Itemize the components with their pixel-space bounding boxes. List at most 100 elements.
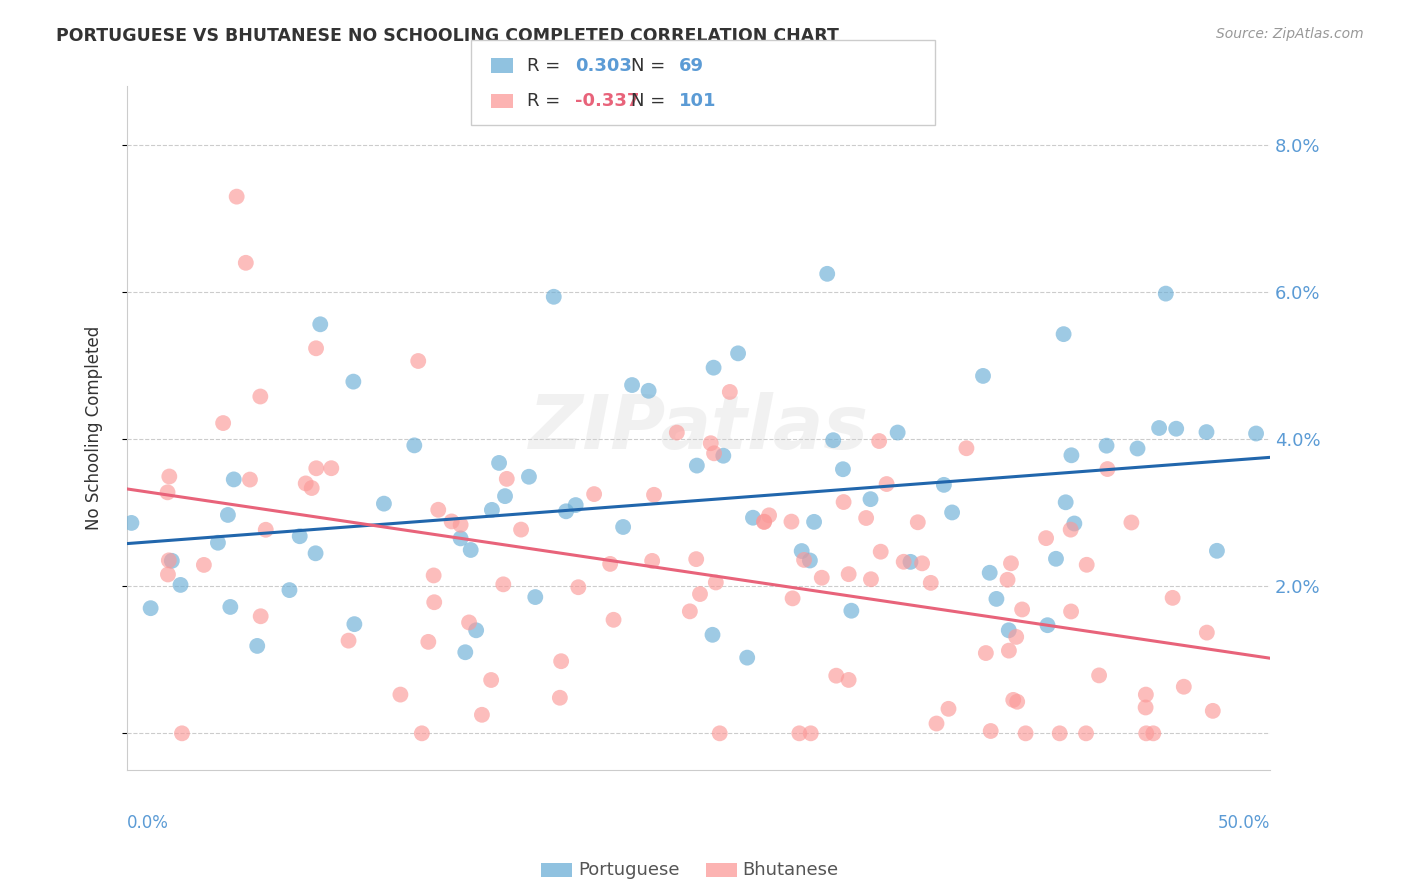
Point	[207, 535, 229, 549]
Point	[997, 624, 1019, 638]
Point	[160, 554, 183, 568]
Point	[471, 707, 494, 722]
Text: 69: 69	[679, 56, 704, 75]
Point	[450, 532, 472, 546]
Text: R =: R =	[527, 92, 567, 110]
Point	[689, 587, 711, 601]
Point	[886, 425, 908, 440]
Point	[1202, 704, 1225, 718]
Point	[249, 390, 271, 404]
Point	[637, 384, 659, 398]
Point	[373, 497, 395, 511]
Point	[517, 469, 540, 483]
Point	[389, 688, 412, 702]
Point	[758, 508, 780, 523]
Point	[955, 442, 977, 456]
Point	[157, 469, 180, 483]
Point	[876, 477, 898, 491]
Point	[454, 645, 477, 659]
Point	[193, 558, 215, 572]
Point	[543, 290, 565, 304]
Point	[169, 578, 191, 592]
Point	[859, 492, 882, 507]
Point	[492, 577, 515, 591]
Point	[156, 567, 179, 582]
Text: ZIPatlas: ZIPatlas	[529, 392, 869, 465]
Point	[1142, 726, 1164, 740]
Point	[823, 433, 845, 447]
Point	[841, 604, 863, 618]
Point	[704, 575, 727, 590]
Point	[1161, 591, 1184, 605]
Point	[139, 601, 162, 615]
Point	[790, 544, 813, 558]
Point	[254, 523, 277, 537]
Point	[422, 568, 444, 582]
Point	[1166, 422, 1188, 436]
Text: Bhutanese: Bhutanese	[742, 861, 838, 879]
Point	[583, 487, 606, 501]
Point	[1014, 726, 1036, 740]
Y-axis label: No Schooling Completed: No Schooling Completed	[86, 326, 103, 531]
Point	[309, 318, 332, 332]
Point	[621, 378, 644, 392]
Point	[1060, 605, 1083, 619]
Point	[249, 609, 271, 624]
Point	[754, 515, 776, 529]
Point	[564, 498, 586, 512]
Point	[555, 504, 578, 518]
Point	[900, 555, 922, 569]
Text: N =: N =	[631, 56, 671, 75]
Point	[239, 473, 262, 487]
Point	[920, 575, 942, 590]
Point	[219, 599, 242, 614]
Point	[288, 529, 311, 543]
Text: N =: N =	[631, 92, 671, 110]
Point	[1173, 680, 1195, 694]
Point	[1005, 695, 1028, 709]
Point	[803, 515, 825, 529]
Point	[1000, 556, 1022, 570]
Point	[1097, 462, 1119, 476]
Point	[800, 726, 823, 740]
Point	[235, 256, 257, 270]
Point	[1035, 531, 1057, 545]
Point	[838, 673, 860, 687]
Point	[524, 590, 547, 604]
Point	[1052, 327, 1074, 342]
Point	[217, 508, 239, 522]
Point	[1121, 516, 1143, 530]
Point	[157, 553, 180, 567]
Point	[1135, 688, 1157, 702]
Point	[1206, 544, 1229, 558]
Point	[1074, 726, 1097, 740]
Text: PORTUGUESE VS BHUTANESE NO SCHOOLING COMPLETED CORRELATION CHART: PORTUGUESE VS BHUTANESE NO SCHOOLING COM…	[56, 27, 839, 45]
Point	[825, 668, 848, 682]
Point	[321, 461, 343, 475]
Point	[641, 554, 664, 568]
Point	[868, 434, 890, 448]
Point	[869, 544, 891, 558]
Point	[932, 478, 955, 492]
Point	[1126, 442, 1149, 456]
Text: R =: R =	[527, 56, 567, 75]
Point	[450, 517, 472, 532]
Point	[1195, 425, 1218, 439]
Text: Portuguese: Portuguese	[578, 861, 679, 879]
Point	[832, 462, 855, 476]
Point	[342, 375, 364, 389]
Point	[406, 354, 429, 368]
Point	[495, 472, 517, 486]
Point	[742, 510, 765, 524]
Point	[782, 591, 804, 606]
Point	[752, 515, 775, 529]
Point	[685, 552, 707, 566]
Point	[479, 673, 502, 687]
Point	[893, 555, 915, 569]
Point	[1076, 558, 1098, 572]
Point	[972, 368, 994, 383]
Point	[998, 643, 1021, 657]
Point	[789, 726, 811, 740]
Point	[832, 495, 855, 509]
Point	[727, 346, 749, 360]
